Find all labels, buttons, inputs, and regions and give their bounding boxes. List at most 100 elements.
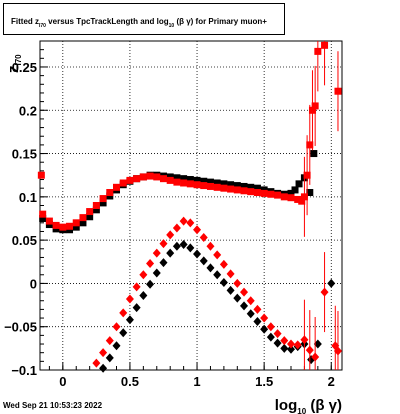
data-marker-square [247, 183, 255, 191]
data-marker-square [45, 217, 53, 225]
data-marker-square [72, 223, 80, 231]
data-marker-diamond [105, 336, 114, 346]
data-marker-diamond [266, 332, 275, 342]
chart-title: Fitted zI70 versus TpcTrackLength and lo… [11, 17, 267, 29]
data-marker-diamond [286, 339, 295, 349]
data-marker-diamond [213, 270, 222, 280]
data-marker-square [86, 208, 94, 216]
data-marker-square [153, 173, 161, 181]
data-marker-diamond [320, 287, 329, 297]
data-marker-diamond [266, 322, 275, 332]
data-marker-diamond [146, 279, 155, 289]
data-marker-square [166, 176, 174, 184]
title-prefix: Fitted z [11, 17, 39, 26]
data-marker-diamond [186, 218, 195, 228]
data-marker-diamond [199, 233, 208, 243]
data-marker-square [310, 150, 318, 158]
title-log-subscript: 10 [168, 23, 175, 29]
data-marker-diamond [193, 249, 202, 259]
data-marker-square [173, 178, 181, 186]
data-marker-square [186, 176, 194, 184]
data-marker-square [240, 187, 248, 195]
data-marker-square [306, 141, 314, 149]
data-marker-square [180, 175, 188, 183]
data-marker-square [308, 106, 316, 114]
data-marker-square [334, 87, 342, 95]
x-tick-label: 1 [193, 374, 200, 389]
data-marker-diamond [226, 269, 235, 279]
data-marker-diamond [99, 348, 108, 358]
data-marker-diamond [119, 328, 128, 338]
y-tick-label: 0.15 [12, 147, 37, 162]
data-marker-square [213, 179, 221, 187]
data-marker-square [79, 214, 87, 222]
y-axis-label: zI70 [5, 54, 23, 73]
data-marker-square [200, 177, 208, 185]
data-marker-square [233, 182, 241, 190]
data-marker-square [306, 189, 314, 197]
data-marker-square [267, 190, 275, 198]
data-marker-diamond [260, 313, 269, 323]
data-marker-square [173, 174, 181, 182]
y-tick-label: 0.1 [19, 190, 37, 205]
data-marker-square [72, 219, 80, 227]
data-marker-square [206, 178, 214, 186]
data-marker-diamond [199, 256, 208, 266]
data-marker-diamond [246, 309, 255, 319]
data-marker-square [227, 185, 235, 193]
data-marker-diamond [305, 345, 314, 355]
data-marker-square [92, 202, 100, 209]
data-marker-diamond [280, 336, 289, 346]
data-marker-diamond [286, 344, 295, 354]
data-marker-square [186, 180, 194, 188]
data-marker-diamond [313, 339, 322, 349]
data-marker-diamond [186, 243, 195, 253]
data-marker-diamond [166, 230, 175, 240]
data-marker-square [113, 183, 121, 191]
data-marker-square [79, 219, 87, 227]
data-marker-square [180, 179, 188, 187]
data-marker-square [133, 175, 141, 183]
data-marker-square [119, 179, 127, 187]
data-marker-diamond [206, 241, 215, 251]
data-marker-square [139, 173, 147, 181]
data-marker-diamond [139, 270, 148, 280]
data-marker-square [159, 175, 167, 183]
data-marker-diamond [260, 324, 269, 334]
y-tick-label: 0.05 [12, 233, 37, 248]
data-marker-diamond [311, 352, 320, 362]
data-marker-square [39, 214, 47, 222]
data-marker-square [253, 189, 261, 197]
data-marker-square [303, 171, 311, 179]
data-marker-square [213, 183, 221, 191]
data-marker-diamond [99, 363, 108, 373]
x-axis-label: log10 (β γ) [275, 397, 342, 414]
plot-frame [39, 40, 343, 371]
data-marker-square [86, 213, 94, 221]
data-marker-diamond [152, 268, 161, 278]
data-marker-square [280, 193, 288, 201]
y-tick-label: −0.05 [4, 320, 37, 335]
data-marker-square [298, 197, 306, 205]
x-tick-label: 0.5 [121, 374, 139, 389]
data-marker-diamond [253, 317, 262, 327]
data-marker-diamond [139, 291, 148, 301]
data-marker-diamond [132, 282, 141, 292]
chart-title-box: Fitted zI70 versus TpcTrackLength and lo… [3, 3, 285, 35]
data-marker-square [37, 171, 45, 179]
data-marker-diamond [179, 239, 188, 249]
data-marker-square [260, 189, 268, 197]
data-marker-square [295, 180, 303, 188]
data-marker-square [92, 206, 100, 214]
data-marker-diamond [112, 341, 121, 351]
data-marker-square [287, 189, 295, 197]
data-marker-square [253, 184, 261, 192]
data-marker-diamond [240, 287, 249, 297]
data-marker-square [227, 181, 235, 189]
data-marker-square [193, 176, 201, 184]
data-marker-diamond [146, 259, 155, 269]
data-marker-square [126, 176, 134, 184]
data-marker-square [206, 182, 214, 190]
data-marker-diamond [119, 308, 128, 318]
data-marker-diamond [233, 278, 242, 288]
